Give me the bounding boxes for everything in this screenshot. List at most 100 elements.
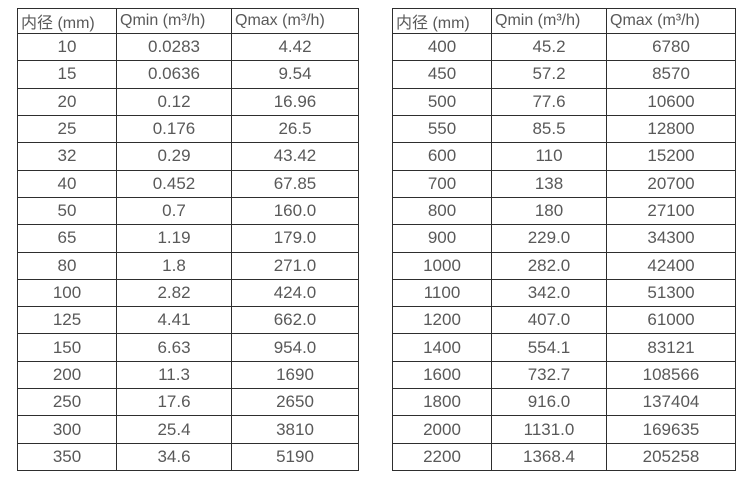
table-cell: 150 [17,333,117,362]
table-cell: 282.0 [491,251,607,280]
table-cell: 45.2 [491,32,607,62]
table-cell: 250 [17,388,117,417]
table-cell: 160.0 [231,196,359,226]
table-cell: 0.12 [116,87,232,116]
table-cell: 40 [17,169,117,198]
table-cell: 43.42 [231,142,359,171]
table-cell: 20700 [606,169,736,198]
flow-spec-table-small-diameters: 内径 (mm) Qmin (m³/h) Qmax (m³/h) 10 0.0283… [17,8,359,472]
table-row: 450 57.2 8570 [392,60,736,89]
table-row: 550 85.5 12800 [392,114,736,144]
table-row: 250 17.6 2650 [17,388,359,417]
table-row: 400 45.2 6780 [392,32,736,62]
table-row: 1000 282.0 42400 [392,251,736,280]
table-cell: 65 [17,224,117,253]
table-cell: 2.82 [116,278,232,308]
table-cell: 51300 [606,278,736,308]
table-cell: 3810 [231,415,359,444]
table-cell: 2200 [392,442,492,472]
header-row: 内径 (mm) Qmin (m³/h) Qmax (m³/h) [392,8,736,34]
table-cell: 125 [17,306,117,335]
table-cell: 0.7 [116,196,232,226]
table-cell: 1368.4 [491,442,607,472]
table-cell: 954.0 [231,333,359,362]
table-row: 40 0.452 67.85 [17,169,359,198]
table-cell: 12800 [606,114,736,144]
table-cell: 0.0283 [116,32,232,62]
table-cell: 108566 [606,360,736,390]
table-cell: 700 [392,169,492,198]
table-row: 15 0.0636 9.54 [17,60,359,89]
table-row: 20 0.12 16.96 [17,87,359,116]
table-cell: 5190 [231,442,359,472]
table-cell: 32 [17,142,117,171]
table-cell: 300 [17,415,117,444]
table-cell: 800 [392,196,492,226]
table-cell: 100 [17,278,117,308]
table-cell: 350 [17,442,117,472]
table-cell: 15200 [606,142,736,171]
table-row: 1400 554.1 83121 [392,333,736,362]
table-row: 1100 342.0 51300 [392,278,736,308]
flow-spec-table-large-diameters: 内径 (mm) Qmin (m³/h) Qmax (m³/h) 400 45.2 6… [392,8,736,472]
table-cell: 662.0 [231,306,359,335]
column-header-diameter: 内径 (mm) [17,8,117,34]
table-cell: 200 [17,360,117,390]
table-cell: 450 [392,60,492,89]
table-cell: 180 [491,196,607,226]
table-cell: 61000 [606,306,736,335]
table-cell: 4.41 [116,306,232,335]
table-body: 400 45.2 6780 450 57.2 8570 500 77.6 10600 550 85.… [392,32,736,472]
table-cell: 42400 [606,251,736,280]
table-cell: 10 [17,32,117,62]
table-row: 1800 916.0 137404 [392,388,736,417]
table-row: 2000 1131.0 169635 [392,415,736,444]
table-cell: 169635 [606,415,736,444]
header-row: 内径 (mm) Qmin (m³/h) Qmax (m³/h) [17,8,359,34]
table-cell: 0.176 [116,114,232,144]
table-body: 10 0.0283 4.42 15 0.0636 9.54 20 0.12 16.96 25 0.1… [17,32,359,472]
column-header-qmin: Qmin (m³/h) [491,8,607,34]
table-cell: 900 [392,224,492,253]
table-cell: 27100 [606,196,736,226]
table-cell: 34300 [606,224,736,253]
table-cell: 1000 [392,251,492,280]
table-cell: 4.42 [231,32,359,62]
table-cell: 1100 [392,278,492,308]
table-row: 125 4.41 662.0 [17,306,359,335]
column-header-qmin: Qmin (m³/h) [116,8,232,34]
table-row: 25 0.176 26.5 [17,114,359,144]
table-cell: 1800 [392,388,492,417]
column-header-qmax: Qmax (m³/h) [606,8,736,34]
table-cell: 2000 [392,415,492,444]
table-cell: 34.6 [116,442,232,472]
table-cell: 271.0 [231,251,359,280]
table-cell: 6.63 [116,333,232,362]
table-cell: 424.0 [231,278,359,308]
table-cell: 1131.0 [491,415,607,444]
table-row: 80 1.8 271.0 [17,251,359,280]
table-cell: 26.5 [231,114,359,144]
table-cell: 1200 [392,306,492,335]
table-cell: 732.7 [491,360,607,390]
table-cell: 11.3 [116,360,232,390]
table-cell: 138 [491,169,607,198]
table-cell: 1.8 [116,251,232,280]
table-cell: 137404 [606,388,736,417]
table-row: 800 180 27100 [392,196,736,226]
table-cell: 400 [392,32,492,62]
table-row: 300 25.4 3810 [17,415,359,444]
table-cell: 179.0 [231,224,359,253]
table-cell: 10600 [606,87,736,116]
table-cell: 2650 [231,388,359,417]
table-cell: 1.19 [116,224,232,253]
table-header: 内径 (mm) Qmin (m³/h) Qmax (m³/h) [17,8,359,34]
column-header-qmax: Qmax (m³/h) [231,8,359,34]
table-cell: 80 [17,251,117,280]
table-cell: 50 [17,196,117,226]
column-header-diameter: 内径 (mm) [392,8,492,34]
table-row: 1600 732.7 108566 [392,360,736,390]
table-cell: 1400 [392,333,492,362]
table-cell: 0.0636 [116,60,232,89]
table-cell: 550 [392,114,492,144]
